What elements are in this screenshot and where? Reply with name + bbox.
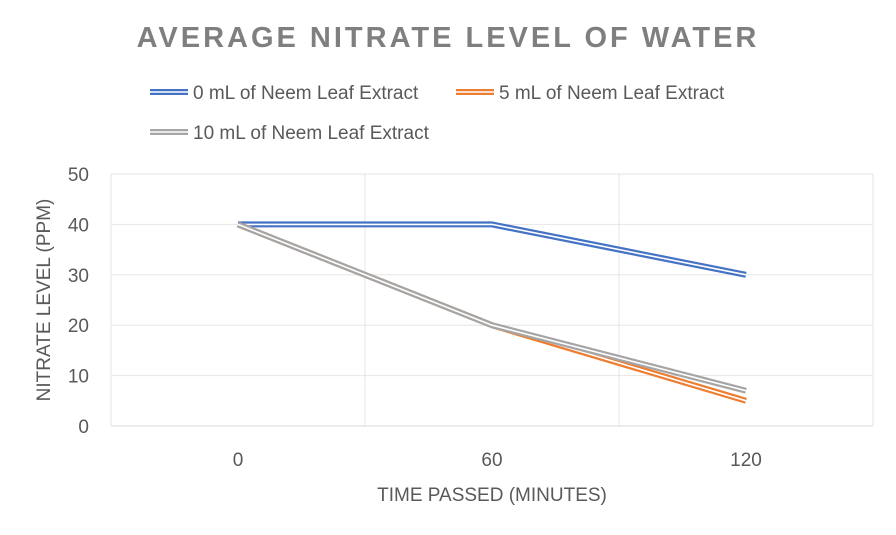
- x-tick-label: 120: [730, 450, 762, 471]
- y-axis-title: NITRATE LEVEL (PPM): [34, 199, 55, 402]
- y-tick-label: 50: [68, 165, 89, 186]
- x-tick-label: 0: [233, 450, 244, 471]
- series-line-0: [238, 221, 747, 278]
- legend-item-2: 10 mL of Neem Leaf Extract: [150, 123, 430, 144]
- chart-title: AVERAGE NITRATE LEVEL OF WATER: [137, 22, 760, 54]
- series-line-1-core: [237, 223, 747, 402]
- legend-item-1: 5 mL of Neem Leaf Extract: [456, 83, 725, 104]
- legend-label-2: 10 mL of Neem Leaf Extract: [193, 123, 430, 144]
- series-line-2-core: [237, 223, 747, 392]
- x-tick-label: 60: [481, 450, 502, 471]
- series-lines: [236, 221, 747, 404]
- x-axis-ticks: 0 60 120: [233, 450, 762, 471]
- y-tick-label: 0: [78, 417, 89, 438]
- legend-label-0: 0 mL of Neem Leaf Extract: [193, 83, 419, 104]
- y-tick-label: 10: [68, 367, 89, 388]
- series-line-2: [236, 221, 747, 394]
- x-axis-title: TIME PASSED (MINUTES): [377, 485, 607, 506]
- y-tick-label: 30: [68, 266, 89, 287]
- legend: 0 mL of Neem Leaf Extract 5 mL of Neem L…: [150, 83, 725, 144]
- y-tick-label: 20: [68, 316, 89, 337]
- legend-label-1: 5 mL of Neem Leaf Extract: [499, 83, 725, 104]
- legend-item-0: 0 mL of Neem Leaf Extract: [150, 83, 419, 104]
- series-line-0-core: [238, 223, 747, 276]
- series-line-1: [236, 221, 747, 404]
- gridlines: [110, 173, 874, 427]
- y-tick-label: 40: [68, 215, 89, 236]
- y-axis-ticks: 0 10 20 30 40 50: [68, 165, 89, 438]
